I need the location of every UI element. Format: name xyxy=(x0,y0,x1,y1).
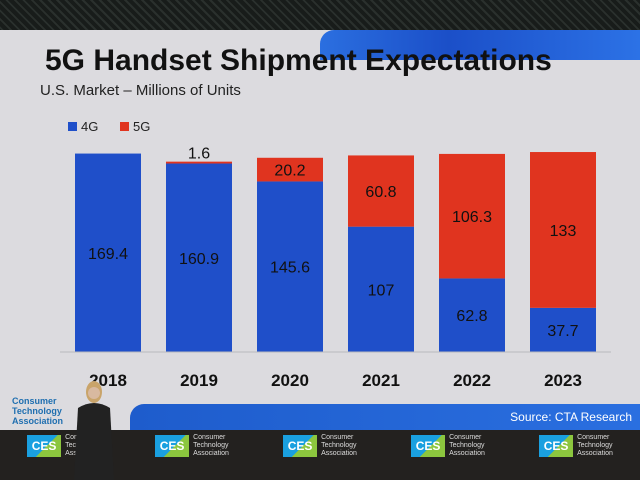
data-label-5g-2023: 133 xyxy=(550,223,577,240)
cta-logo: Consumer Technology Association xyxy=(12,396,63,426)
chart-subtitle: U.S. Market – Millions of Units xyxy=(40,82,241,99)
bar-5g-2023 xyxy=(530,152,596,308)
ces-badge: CES xyxy=(411,435,446,457)
legend-swatch-4g xyxy=(68,122,77,131)
legend-swatch-5g xyxy=(120,122,129,131)
cta-logo-line: Association xyxy=(12,416,64,426)
data-label-4g-2023: 37.7 xyxy=(547,323,578,340)
x-tick-2022: 2022 xyxy=(453,371,491,390)
ces-association-line: Consumer xyxy=(193,434,226,441)
ces-association-line: Technology xyxy=(193,442,229,449)
ces-association-line: Association xyxy=(193,450,229,457)
ces-badge: CES xyxy=(27,435,62,457)
bar-4g-2019 xyxy=(166,163,232,352)
slide-footer-band: Source: CTA Research xyxy=(130,404,640,430)
data-label-4g-2019: 160.9 xyxy=(179,251,219,268)
ces-association-line: Association xyxy=(321,450,357,457)
cta-logo-line: Consumer xyxy=(12,396,57,406)
bar-4g-2021 xyxy=(348,226,414,352)
bar-5g-2021 xyxy=(348,155,414,227)
x-tick-2019: 2019 xyxy=(180,371,218,390)
bar-5g-2022 xyxy=(439,153,505,279)
bar-4g-2018 xyxy=(75,153,141,352)
slide-header-accent xyxy=(320,30,640,60)
legend-label-5g: 5G xyxy=(133,119,150,134)
bar-4g-2020 xyxy=(257,181,323,352)
bar-5g-2020 xyxy=(257,157,323,182)
data-label-5g-2021: 60.8 xyxy=(365,184,396,201)
ces-association-line: Consumer xyxy=(577,434,610,441)
ces-association-line: Consumer xyxy=(321,434,354,441)
x-tick-2023: 2023 xyxy=(544,371,582,390)
ces-badge: CES xyxy=(155,435,190,457)
ces-association-line: Association xyxy=(449,450,485,457)
ces-association-line: Association xyxy=(577,450,613,457)
ces-association-line: Technology xyxy=(449,442,485,449)
ces-badge: CES xyxy=(283,435,318,457)
chart-title: 5G Handset Shipment Expectations xyxy=(45,44,552,77)
x-tick-2021: 2021 xyxy=(362,371,400,390)
bar-5g-2019 xyxy=(166,161,232,164)
ces-association-line: Technology xyxy=(577,442,613,449)
ces-association-line: Technology xyxy=(321,442,357,449)
data-label-5g-2022: 106.3 xyxy=(452,209,492,226)
data-label-4g-2020: 145.6 xyxy=(270,260,310,277)
ces-association-line: Consumer xyxy=(449,434,482,441)
bar-4g-2023 xyxy=(530,307,596,352)
data-label-5g-2020: 20.2 xyxy=(274,163,305,180)
ces-badge: CES xyxy=(539,435,574,457)
data-label-4g-2022: 62.8 xyxy=(456,308,487,325)
cta-logo-line: Technology xyxy=(12,406,62,416)
data-label-4g-2021: 107 xyxy=(368,282,395,299)
data-label-5g-2019: 1.6 xyxy=(188,146,210,163)
stacked-bar-chart: 4G 5G169.42018160.91.62019145.620.2202010… xyxy=(60,119,611,390)
data-label-4g-2018: 169.4 xyxy=(88,246,128,263)
bar-4g-2022 xyxy=(439,278,505,352)
legend-label-4g: 4G xyxy=(81,119,98,134)
source-note: Source: CTA Research xyxy=(510,410,632,424)
presenter-silhouette xyxy=(74,381,114,480)
slide: 5G Handset Shipment Expectations U.S. Ma… xyxy=(0,30,640,430)
x-tick-2020: 2020 xyxy=(271,371,309,390)
